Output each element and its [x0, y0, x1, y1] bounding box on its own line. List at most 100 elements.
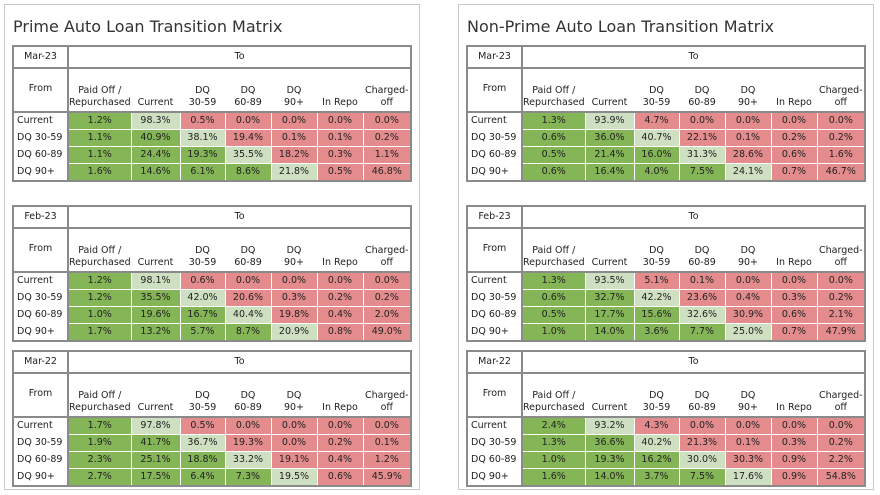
column-header: Paid Off / Repurchased [521, 67, 586, 113]
header-line: DQ [740, 245, 756, 256]
period-row: Feb-23 To [466, 205, 866, 229]
from-label: From [12, 67, 69, 113]
cell: 7.5% [678, 163, 726, 182]
row-label: DQ 30-59 [466, 129, 523, 147]
cell: 21.3% [678, 434, 726, 452]
cell: 19.3% [179, 146, 226, 164]
header-line: DQ [195, 245, 210, 256]
data-row: DQ 60-89 1.1% 24.4% 19.3% 35.5% 18.2% 0.3% 1.1% [12, 146, 412, 164]
cell: 36.6% [584, 434, 635, 452]
cell: 19.5% [270, 468, 318, 487]
cell: 1.6% [521, 468, 586, 487]
header-line: Charged- [819, 85, 863, 96]
cell: 38.1% [179, 129, 226, 147]
cell: 1.3% [521, 271, 586, 290]
cell: 18.8% [179, 451, 226, 469]
cell: 0.1% [316, 129, 364, 147]
cell: 0.0% [724, 111, 772, 130]
cell: 0.6% [521, 289, 586, 307]
cell: 0.1% [270, 129, 318, 147]
header-line: 60-89 [688, 402, 716, 413]
column-header: DQ 30-59 [633, 67, 680, 113]
column-header: DQ 60-89 [678, 67, 726, 113]
cell: 0.4% [316, 451, 364, 469]
column-header: Current [584, 372, 635, 418]
row-label: DQ 60-89 [12, 306, 69, 324]
column-header: Charged-off [816, 372, 866, 418]
column-header: DQ 90+ [270, 67, 318, 113]
cell: 24.1% [724, 163, 772, 182]
cell: 17.5% [130, 468, 181, 487]
column-header: DQ 90+ [270, 372, 318, 418]
row-label: DQ 90+ [466, 163, 523, 182]
column-header: Paid Off / Repurchased [521, 372, 586, 418]
header-line: Charged- [365, 245, 409, 256]
cell: 0.2% [770, 129, 818, 147]
cell: 30.0% [678, 451, 726, 469]
cell: 0.2% [316, 289, 364, 307]
header-line: 30-59 [642, 97, 671, 108]
cell: 0.5% [521, 146, 586, 164]
cell: 0.0% [816, 271, 866, 290]
cell: 98.1% [130, 271, 181, 290]
transition-table: Feb-23 To From Paid Off / Repurchased Current… [466, 205, 867, 342]
cell: 46.8% [362, 163, 412, 182]
cell: 1.7% [67, 416, 132, 435]
header-line: DQ [240, 390, 256, 401]
header-line: Repurchased [523, 97, 585, 108]
cell: 35.5% [224, 146, 272, 164]
column-header: In Repo [316, 67, 364, 113]
cell: 2.0% [362, 306, 412, 324]
header-line: 90+ [283, 97, 305, 108]
cell: 1.0% [521, 323, 586, 342]
header-line: Paid Off / [532, 245, 576, 256]
cell: 1.2% [67, 289, 132, 307]
cell: 0.6% [316, 468, 364, 487]
header-line: Paid Off / [532, 85, 576, 96]
column-header: Current [130, 227, 181, 273]
header-line: off [834, 97, 847, 108]
header-line: Current [137, 97, 174, 108]
transition-table: Mar-23 To From Paid Off / Repurchased Current… [466, 45, 867, 182]
cell: 3.6% [633, 323, 680, 342]
header-line: 90+ [283, 257, 305, 268]
cell: 0.5% [316, 163, 364, 182]
data-row: DQ 90+ 1.0% 14.0% 3.6% 7.7% 25.0% 0.7% 47.9% [466, 323, 866, 342]
data-row: DQ 30-59 1.2% 35.5% 42.0% 20.6% 0.3% 0.2% 0.2% [12, 289, 412, 307]
column-header: Paid Off / Repurchased [521, 227, 586, 273]
cell: 2.7% [67, 468, 132, 487]
row-label: DQ 60-89 [12, 146, 69, 164]
cell: 42.0% [179, 289, 226, 307]
cell: 0.0% [678, 416, 726, 435]
cell: 1.3% [521, 434, 586, 452]
cell: 14.6% [130, 163, 181, 182]
period: Feb-23 [12, 205, 69, 229]
data-row: DQ 60-89 0.5% 21.4% 16.0% 31.3% 28.6% 0.6% 1.6% [466, 146, 866, 164]
cell: 97.8% [130, 416, 181, 435]
cell: 0.7% [770, 163, 818, 182]
row-label: DQ 90+ [12, 323, 69, 342]
period-row: Feb-23 To [12, 205, 412, 229]
cell: 1.6% [67, 163, 132, 182]
cell: 16.7% [179, 306, 226, 324]
from-label: From [12, 372, 69, 418]
cell: 0.0% [362, 271, 412, 290]
cell: 1.1% [67, 129, 132, 147]
row-label: DQ 60-89 [466, 451, 523, 469]
header-line: DQ [649, 245, 664, 256]
header-line: 30-59 [188, 257, 217, 268]
cell: 8.6% [224, 163, 272, 182]
column-header: DQ 60-89 [224, 227, 272, 273]
header-line: Paid Off / [78, 390, 122, 401]
panel: Prime Auto Loan Transition Matrix Mar-23 T… [4, 4, 420, 490]
cell: 0.1% [362, 434, 412, 452]
cell: 35.5% [130, 289, 181, 307]
header-line: In Repo [776, 97, 812, 108]
header-line: DQ [286, 245, 302, 256]
column-header: In Repo [316, 227, 364, 273]
data-row: Current 1.7% 97.8% 0.5% 0.0% 0.0% 0.0% 0.0% [12, 416, 412, 435]
cell: 23.6% [678, 289, 726, 307]
cell: 8.7% [224, 323, 272, 342]
cell: 0.5% [521, 306, 586, 324]
